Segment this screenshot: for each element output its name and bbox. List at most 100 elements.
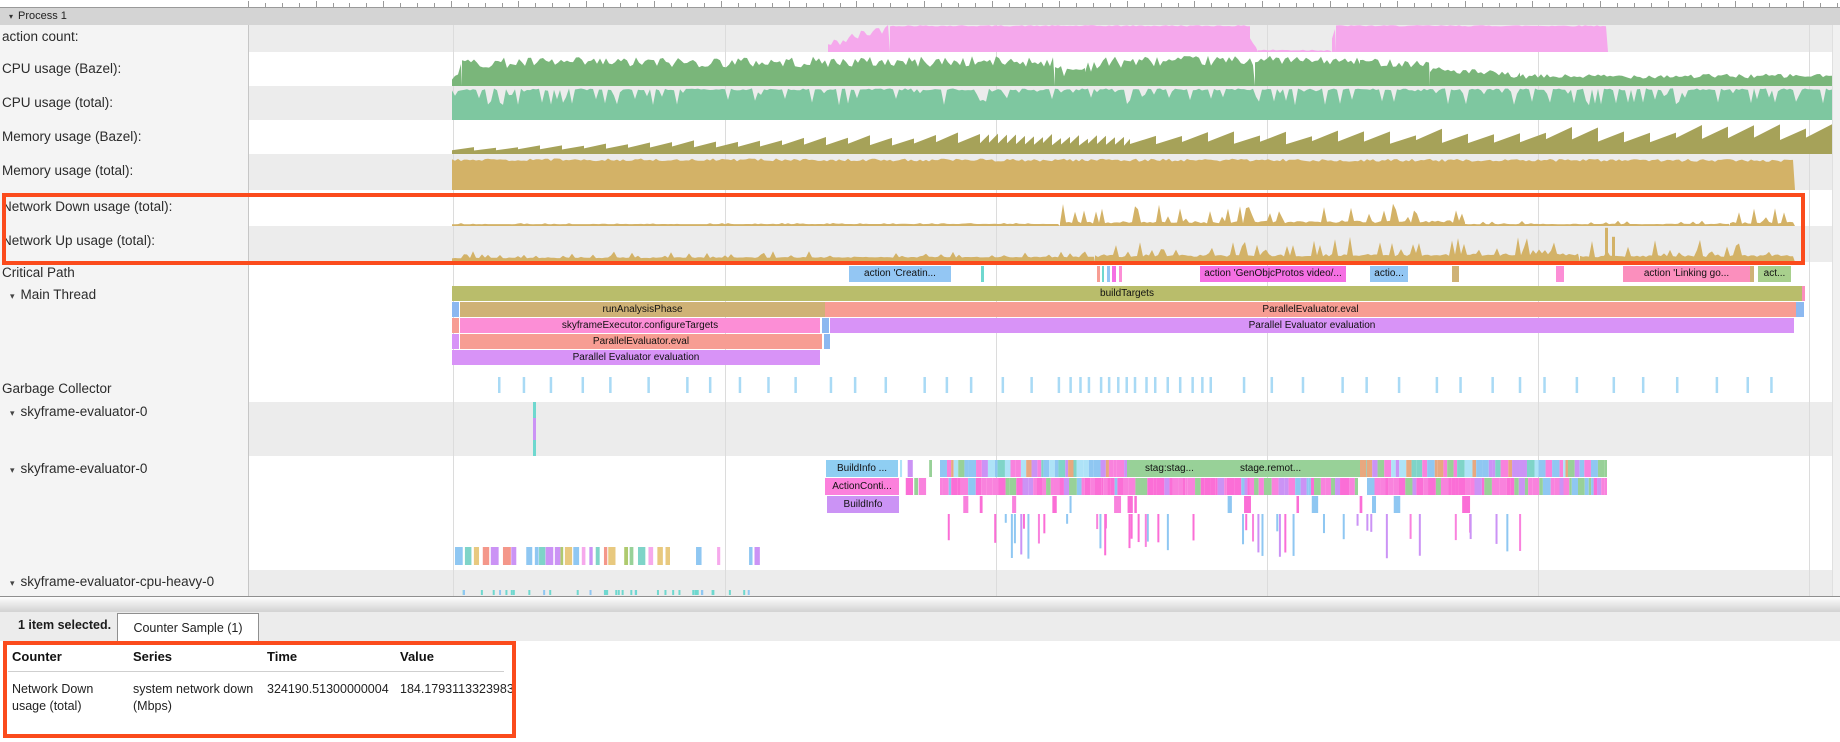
table-cell[interactable]: 184.1793113323983 — [400, 682, 514, 696]
table-cell[interactable]: system network down (Mbps) — [133, 682, 254, 713]
ruler-tick — [586, 1, 587, 7]
label-counter-4[interactable]: Memory usage (total): — [2, 163, 133, 178]
label-counter-3[interactable]: Memory usage (Bazel): — [2, 129, 142, 144]
table-header-value[interactable]: Value — [400, 649, 434, 664]
process-header[interactable]: ▾ Process 1 — [0, 8, 1840, 26]
slice-runanalysisphase[interactable]: runAnalysisPhase — [460, 302, 825, 317]
table-cell[interactable]: Network Down usage (total) — [12, 682, 94, 713]
ruler-tick — [1126, 1, 1128, 7]
ruler-tick — [738, 3, 740, 7]
table-header-counter[interactable]: Counter — [12, 649, 62, 664]
slice-label: actio... — [1374, 268, 1404, 279]
label-skyframe-cpu-heavy[interactable]: ▾ skyframe-evaluator-cpu-heavy-0 — [2, 574, 214, 589]
slice-parallelevaluator-eval[interactable]: ParallelEvaluator.eval — [825, 302, 1796, 317]
label-counter-2[interactable]: CPU usage (total): — [2, 95, 113, 110]
table-cell[interactable]: 324190.51300000004 — [267, 682, 389, 696]
slice-action-creatin-[interactable]: action 'Creatin... — [849, 266, 951, 282]
slice-tick[interactable] — [1452, 266, 1459, 282]
slice-tick[interactable] — [1556, 266, 1564, 282]
slice-tick[interactable] — [1802, 286, 1805, 301]
slice-skyframeexecutor-configuretarg[interactable]: skyframeExecutor.configureTargets — [460, 318, 820, 333]
slice-tick[interactable] — [822, 318, 829, 333]
label-critical-path[interactable]: Critical Path — [2, 265, 75, 280]
slice-tick[interactable] — [1796, 302, 1804, 317]
track-skyframe-evaluator-0-a[interactable] — [248, 402, 1840, 456]
label-counter-5[interactable]: Network Down usage (total): — [2, 199, 172, 214]
slice-tick[interactable] — [1102, 266, 1104, 282]
slice-action-linking-go-[interactable]: action 'Linking go... — [1623, 266, 1750, 282]
slice-parallelevaluator-eval[interactable]: ParallelEvaluator.eval — [460, 334, 822, 349]
collapse-arrow-icon[interactable]: ▾ — [10, 291, 15, 301]
slice-tick[interactable] — [1107, 266, 1110, 282]
slice-label: skyframeExecutor.configureTargets — [561, 320, 719, 331]
track-critical-path[interactable] — [248, 262, 1840, 285]
slice-buildinfo-[interactable]: BuildInfo ... — [826, 460, 898, 477]
slice-act-[interactable]: act... — [1758, 266, 1791, 282]
slice-label: ParallelEvaluator.eval — [1262, 304, 1359, 315]
label-counter-6[interactable]: Network Up usage (total): — [2, 233, 155, 248]
slice-buildinfo[interactable]: BuildInfo — [827, 496, 899, 513]
label-counter-1[interactable]: CPU usage (Bazel): — [2, 61, 121, 76]
tab-counter-sample[interactable]: Counter Sample (1) — [117, 613, 259, 642]
slice-tick[interactable] — [1097, 266, 1100, 282]
ruler-tick — [755, 3, 756, 7]
track-label: skyframe-evaluator-cpu-heavy-0 — [20, 574, 215, 589]
ruler-tick — [433, 3, 435, 7]
track-action-count[interactable] — [248, 25, 1840, 52]
time-ruler[interactable] — [0, 0, 1840, 8]
track-label: Critical Path — [2, 265, 75, 280]
label-skyframe-evaluator-0-b[interactable]: ▾ skyframe-evaluator-0 — [2, 461, 147, 476]
ruler-tick — [957, 3, 959, 7]
ruler-tick — [1295, 3, 1297, 7]
ruler-tick — [1025, 3, 1027, 7]
selection-status: 1 item selected. — [18, 618, 112, 632]
slice-action-genobjcprotos-video-[interactable]: action 'GenObjcProtos video/... — [1200, 266, 1346, 282]
ruler-tick — [1329, 1, 1331, 7]
track-cpu-total[interactable] — [248, 86, 1840, 120]
track-net-up[interactable] — [248, 226, 1840, 262]
label-skyframe-evaluator-0-a[interactable]: ▾ skyframe-evaluator-0 — [2, 404, 147, 419]
track-garbage-collector[interactable] — [248, 368, 1840, 402]
ruler-tick — [1076, 3, 1078, 7]
track-cpu-bazel[interactable] — [248, 52, 1840, 86]
track-mem-bazel[interactable] — [248, 120, 1840, 154]
ruler-tick — [1380, 3, 1382, 7]
track-label: skyframe-evaluator-0 — [20, 461, 148, 476]
slice-stage-group[interactable]: stag:stag... stage.remot... — [1127, 460, 1360, 477]
slice-parallel-evaluator-evaluation[interactable]: Parallel Evaluator evaluation — [830, 318, 1794, 333]
collapse-arrow-icon[interactable]: ▾ — [10, 465, 15, 475]
ruler-tick — [400, 3, 402, 7]
slice-tick[interactable] — [452, 302, 459, 317]
panel-splitter[interactable] — [0, 596, 1840, 613]
counter-chart — [452, 88, 1838, 120]
track-mem-total[interactable] — [248, 154, 1840, 190]
collapse-arrow-icon[interactable]: ▾ — [9, 12, 14, 21]
label-main-thread[interactable]: ▾ Main Thread — [2, 287, 96, 302]
slice-actionconti-[interactable]: ActionConti... — [825, 478, 899, 495]
label-garbage-collector[interactable]: Garbage Collector — [2, 381, 112, 396]
vertical-scrollbar[interactable] — [1832, 25, 1840, 596]
slice-tick[interactable] — [981, 266, 984, 282]
slice-actio-[interactable]: actio... — [1370, 266, 1408, 282]
timeline-canvas[interactable]: action 'Creatin... action 'GenObjcProtos … — [248, 25, 1840, 596]
slice-tick[interactable] — [452, 334, 459, 349]
ruler-tick — [1785, 3, 1787, 7]
ruler-tick — [1735, 1, 1737, 7]
slice-tick[interactable] — [452, 318, 459, 333]
collapse-arrow-icon[interactable]: ▾ — [10, 578, 15, 588]
slice-label: stage.remot... — [1240, 463, 1302, 474]
slice-tick[interactable] — [1112, 266, 1116, 282]
table-header-time[interactable]: Time — [267, 649, 298, 664]
slice-tick[interactable] — [824, 334, 830, 349]
ruler-tick — [501, 3, 503, 7]
ruler-tick — [1194, 1, 1196, 7]
table-header-series[interactable]: Series — [133, 649, 173, 664]
label-counter-0[interactable]: action count: — [2, 29, 79, 44]
slice-tick[interactable] — [1750, 266, 1754, 282]
slice-buildtargets[interactable]: buildTargets — [452, 286, 1802, 301]
slice-label: Parallel Evaluator evaluation — [1248, 320, 1376, 331]
slice-tick[interactable] — [1119, 266, 1122, 282]
collapse-arrow-icon[interactable]: ▾ — [10, 408, 15, 418]
ruler-tick — [1008, 3, 1010, 7]
slice-parallel-evaluator-evaluation[interactable]: Parallel Evaluator evaluation — [452, 350, 820, 365]
